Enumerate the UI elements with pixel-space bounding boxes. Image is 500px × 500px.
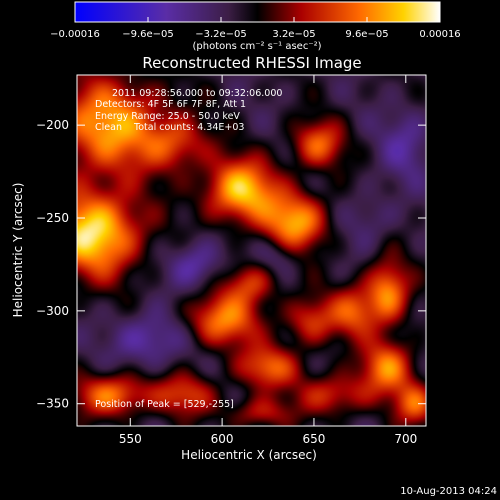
colorbar-tick-label: −3.2e−05 bbox=[195, 29, 247, 40]
y-tick-label: −250 bbox=[36, 211, 69, 225]
colorbar-tick-label: −9.6e−05 bbox=[122, 29, 174, 40]
annotation-peak-position: Position of Peak = [529,-255] bbox=[95, 399, 234, 410]
y-axis: −200 −250 −300 −350 bbox=[36, 118, 426, 411]
plot-frame bbox=[76, 74, 427, 427]
y-axis-label: Heliocentric Y (arcsec) bbox=[11, 183, 25, 318]
colorbar-gradient bbox=[74, 1, 441, 23]
y-tick-label: −200 bbox=[36, 118, 69, 132]
colorbar-ticks: −0.00016 −9.6e−05 −3.2e−05 3.2e−05 9.6e−05 0.… bbox=[50, 17, 461, 40]
colorbar-tick-label: −0.00016 bbox=[50, 29, 100, 40]
colorbar-tick-label: 9.6e−05 bbox=[345, 29, 388, 40]
y-tick-label: −300 bbox=[36, 304, 69, 318]
x-tick-label: 550 bbox=[119, 432, 142, 446]
annotation-energy-range: Energy Range: 25.0 - 50.0 keV bbox=[95, 111, 240, 122]
colorbar-tick-label: 3.2e−05 bbox=[272, 29, 315, 40]
x-tick-label: 700 bbox=[394, 432, 417, 446]
x-tick-label: 600 bbox=[211, 432, 234, 446]
heatmap-image bbox=[77, 75, 426, 426]
timestamp: 10-Aug-2013 04:24 bbox=[400, 486, 497, 497]
colorbar-unit-label: (photons cm⁻² s⁻¹ asec⁻²) bbox=[192, 41, 321, 52]
x-axis: 550 600 650 700 bbox=[119, 75, 417, 446]
image-annotations: 2011 09:28:56.000 to 09:32:06.000 Detect… bbox=[95, 88, 282, 410]
chart-title: Reconstructed RHESSI Image bbox=[142, 54, 361, 72]
x-tick-label: 650 bbox=[302, 432, 325, 446]
annotation-detectors: Detectors: 4F 5F 6F 7F 8F, Att 1 bbox=[95, 99, 246, 110]
colorbar: −0.00016 −9.6e−05 −3.2e−05 3.2e−05 9.6e−05 0.… bbox=[50, 1, 461, 52]
annotation-total-counts: Clean Total counts: 4.34E+03 bbox=[95, 122, 244, 133]
annotation-time-range: 2011 09:28:56.000 to 09:32:06.000 bbox=[112, 88, 282, 99]
colorbar-tick-label: 0.00016 bbox=[419, 29, 460, 40]
y-tick-label: −350 bbox=[36, 397, 69, 411]
x-axis-label: Heliocentric X (arcsec) bbox=[181, 448, 317, 462]
heatmap-area bbox=[77, 75, 426, 426]
